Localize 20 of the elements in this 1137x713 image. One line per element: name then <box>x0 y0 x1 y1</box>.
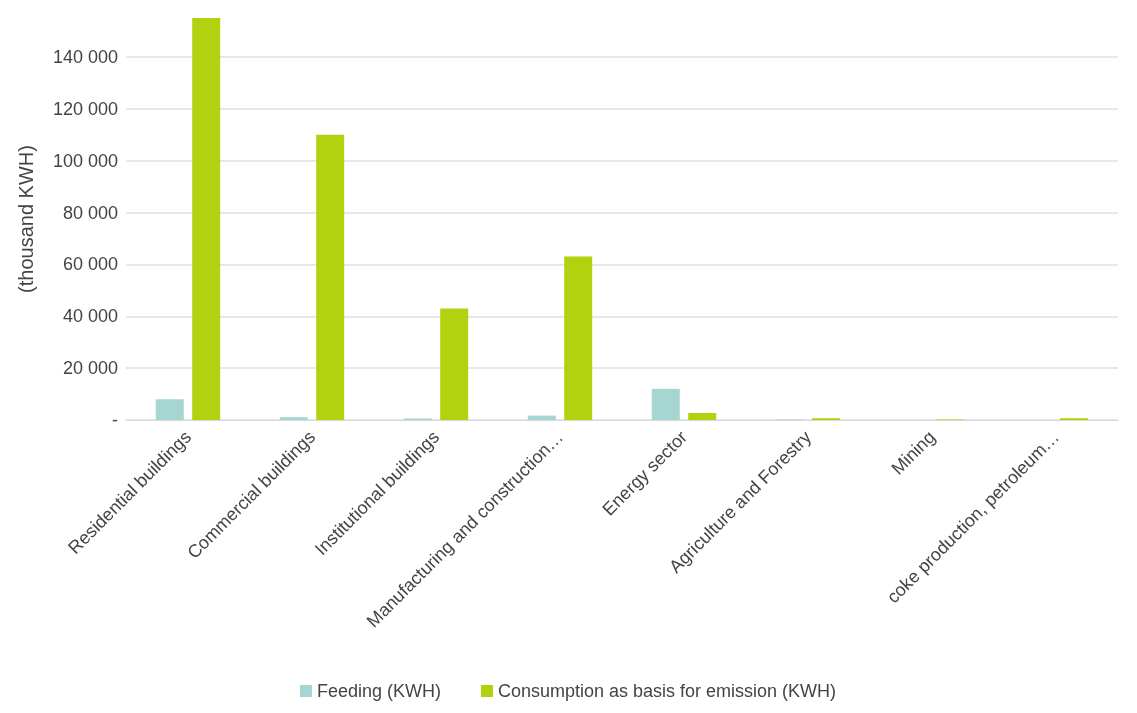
bar <box>564 256 593 420</box>
y-tick-label: 60 000 <box>62 254 118 275</box>
bar <box>688 413 717 420</box>
y-tick-label: 140 000 <box>52 46 118 67</box>
bar <box>651 388 680 420</box>
bar <box>279 417 308 420</box>
legend-label: Consumption as basis for emission (KWH) <box>497 681 837 701</box>
bar <box>527 415 556 420</box>
y-tick-label: 80 000 <box>62 202 118 223</box>
y-tick-label: 20 000 <box>62 358 118 379</box>
y-tick-label: 40 000 <box>62 306 118 327</box>
bar <box>192 18 221 420</box>
bar <box>440 308 469 420</box>
y-tick-label: 100 000 <box>52 150 118 171</box>
y-axis-title: (thousand KWH) <box>15 145 37 293</box>
y-tick-label: 120 000 <box>52 98 118 119</box>
legend-label: Feeding (KWH) <box>316 681 441 701</box>
y-tick-label: - <box>112 410 118 430</box>
bar <box>155 399 184 420</box>
bar <box>316 134 345 420</box>
